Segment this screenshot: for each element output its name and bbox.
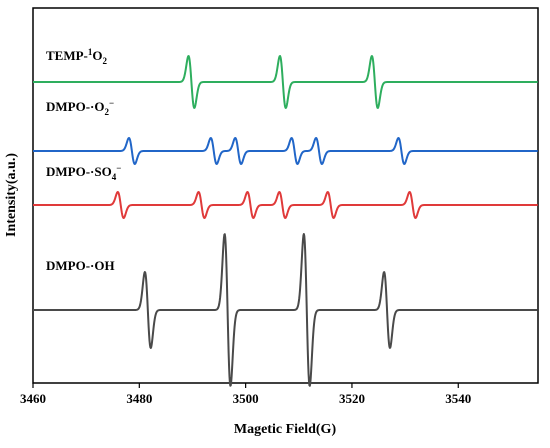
series-label: DMPO-·O2​−​ <box>46 98 114 117</box>
series-label: DMPO-·SO4​−​ <box>46 163 121 182</box>
series-label: TEMP-1​O2​ <box>46 47 108 66</box>
x-axis-title: Magetic Field(G) <box>234 422 337 437</box>
series-line <box>32 233 539 387</box>
x-axis-ticks: 3460 3480 3500 3520 3540 <box>20 383 471 406</box>
series-line <box>32 55 539 109</box>
x-tick-label: 3520 <box>339 391 365 406</box>
series-line <box>32 137 539 165</box>
series-layer <box>32 55 539 387</box>
x-tick-label: 3480 <box>126 391 152 406</box>
y-axis-title: Intensity(a.u.) <box>4 153 19 237</box>
x-tick-label: 3540 <box>445 391 471 406</box>
series-labels: TEMP-1​O2​ DMPO-·O2​−​ DMPO-·SO4​−​ DMPO-·O… <box>46 47 121 273</box>
series-label: DMPO-·OH <box>46 258 115 273</box>
x-tick-label: 3460 <box>20 391 46 406</box>
x-tick-label: 3500 <box>233 391 259 406</box>
plot-frame <box>32 7 539 384</box>
series-line <box>32 191 539 219</box>
